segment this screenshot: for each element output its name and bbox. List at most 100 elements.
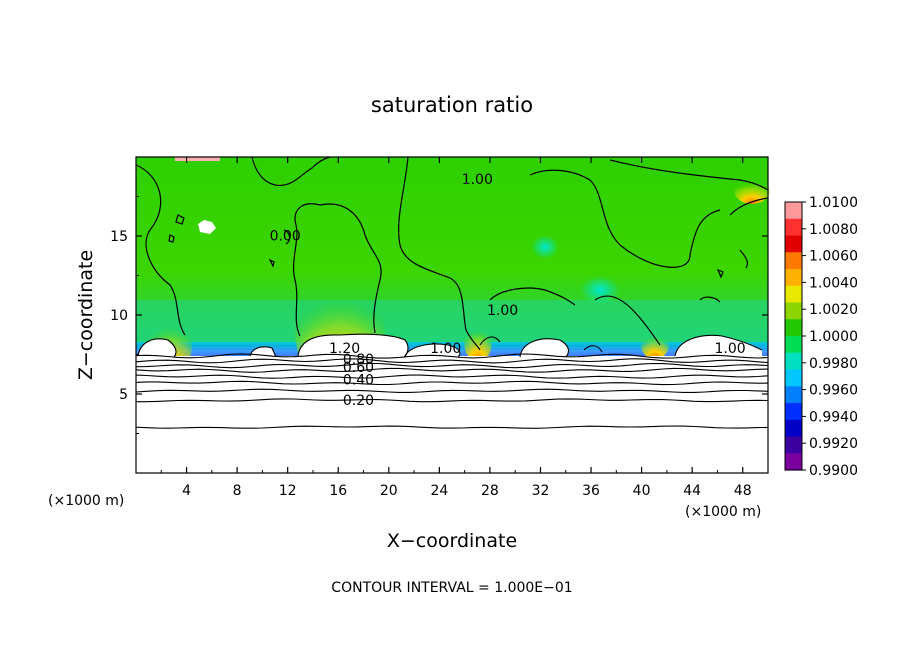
contour-label: 1.00 [462, 172, 493, 188]
contour-line [699, 296, 721, 303]
x-unit-left: (×1000 m) [48, 493, 124, 509]
colorbar-segment [785, 285, 802, 304]
contour-line [135, 380, 769, 386]
colorbar-segment [785, 419, 802, 438]
contour-line [135, 164, 186, 336]
contour-line [583, 345, 603, 353]
contour-line [609, 159, 769, 191]
warm-plume [641, 331, 669, 359]
contour-line [268, 258, 275, 268]
x-tick-label: 36 [582, 483, 600, 499]
contour-line [135, 425, 769, 429]
contour-line [489, 287, 576, 306]
x-tick-label: 16 [329, 483, 347, 499]
colorbar-segment [785, 352, 802, 371]
contour-label: 0.40 [343, 373, 374, 389]
contour-label: 0.20 [343, 393, 374, 409]
colorbar-segment [785, 218, 802, 237]
contour-line [135, 374, 769, 379]
colorbar-segment [785, 336, 802, 354]
field-lower-white [136, 356, 768, 473]
x-tick-label: 8 [233, 483, 242, 499]
contour-line [136, 398, 769, 403]
x-tick-label: 12 [279, 483, 297, 499]
contour-line [319, 203, 382, 334]
contour-line [739, 249, 749, 269]
contour-label: 0.80 [343, 352, 374, 368]
contour-line [297, 333, 409, 358]
colorbar-label: 0.9920 [809, 436, 858, 452]
contour-line [529, 169, 721, 268]
contour-line [175, 214, 185, 225]
y-tick-label: 5 [119, 387, 128, 403]
x-tick-label: 44 [683, 483, 701, 499]
contour-set-clouds [137, 333, 763, 358]
contour-label: 0.60 [343, 360, 374, 376]
colorbar-segment [785, 302, 802, 320]
plot-area: 1.00 1.00 1.00 1.00 1.200.800.600.40 0.20 0.00 [135, 156, 770, 474]
warm-plume [734, 176, 770, 204]
colorbar-segment [785, 386, 802, 404]
cyan-patch [531, 235, 559, 259]
cloud-blob [138, 338, 176, 357]
contour-line [137, 338, 177, 358]
colorbar-label: 1.0000 [809, 329, 858, 345]
contour-set-upper [135, 156, 769, 351]
contour-label: 0.00 [270, 229, 301, 245]
y-axis: 5 10 15 [110, 196, 768, 434]
contour-label: 1.00 [487, 303, 518, 319]
contour-line [135, 362, 769, 369]
contour-label: 1.00 [714, 341, 745, 357]
contour-interval-footer: CONTOUR INTERVAL = 1.000E−01 [331, 580, 572, 596]
contour-label: 1.20 [329, 341, 360, 357]
colorbar-label: 0.9980 [809, 356, 858, 372]
colorbar-label: 0.9960 [809, 383, 858, 399]
contour-line [293, 203, 321, 337]
x-tick-label: 48 [734, 483, 752, 499]
x-axis-label: X−coordinate [387, 530, 517, 552]
colorbar-label: 1.0100 [809, 195, 858, 211]
contour-line [135, 367, 769, 373]
contour-line [674, 334, 763, 357]
y-tick-label: 15 [110, 229, 128, 245]
x-tick-label: 28 [481, 483, 499, 499]
y-axis-label: Z−coordinate [75, 250, 97, 380]
contour-line [398, 156, 481, 351]
cloud-blob [298, 334, 408, 357]
colorbar-segment [785, 436, 802, 454]
colorbar-label: 1.0080 [809, 222, 858, 238]
contour-line [594, 295, 661, 346]
contour-line [251, 156, 331, 187]
contour-line [135, 353, 769, 359]
cloud-blob [198, 220, 216, 234]
colorbar-segment [785, 235, 802, 253]
colorbar-label: 1.0020 [809, 302, 858, 318]
contour-line [729, 197, 769, 216]
colorbar-segment [785, 453, 802, 471]
cloud-blob [520, 338, 569, 357]
colorbar-segment [785, 319, 802, 337]
x-tick-label: 32 [532, 483, 550, 499]
colorbar-label: 1.0060 [809, 249, 858, 265]
warm-plume [464, 322, 492, 362]
colorbar-label: 0.9940 [809, 409, 858, 425]
contour-line [135, 358, 769, 364]
contour-set-stratified [135, 353, 769, 429]
x-tick-label: 24 [430, 483, 448, 499]
colorbar-segment [785, 202, 802, 220]
cloud-blob [405, 344, 460, 357]
colorbar-segment [785, 403, 802, 421]
contour-line [249, 346, 277, 358]
x-axis: 4 8 12 16 20 24 28 32 36 40 44 48 [160, 157, 752, 499]
contour-labels: 1.00 1.00 1.00 1.00 1.200.800.600.40 0.20 0.00 [270, 172, 746, 409]
contour-label: 1.00 [430, 341, 461, 357]
top-edge-patch [175, 157, 220, 161]
contour-line [519, 338, 570, 358]
colorbar-label: 0.9900 [809, 463, 858, 479]
contour-line [283, 229, 291, 245]
y-tick-label: 10 [110, 308, 128, 324]
cyan-patch [580, 276, 620, 304]
x-tick-label: 20 [380, 483, 398, 499]
chart-title: saturation ratio [371, 93, 533, 117]
